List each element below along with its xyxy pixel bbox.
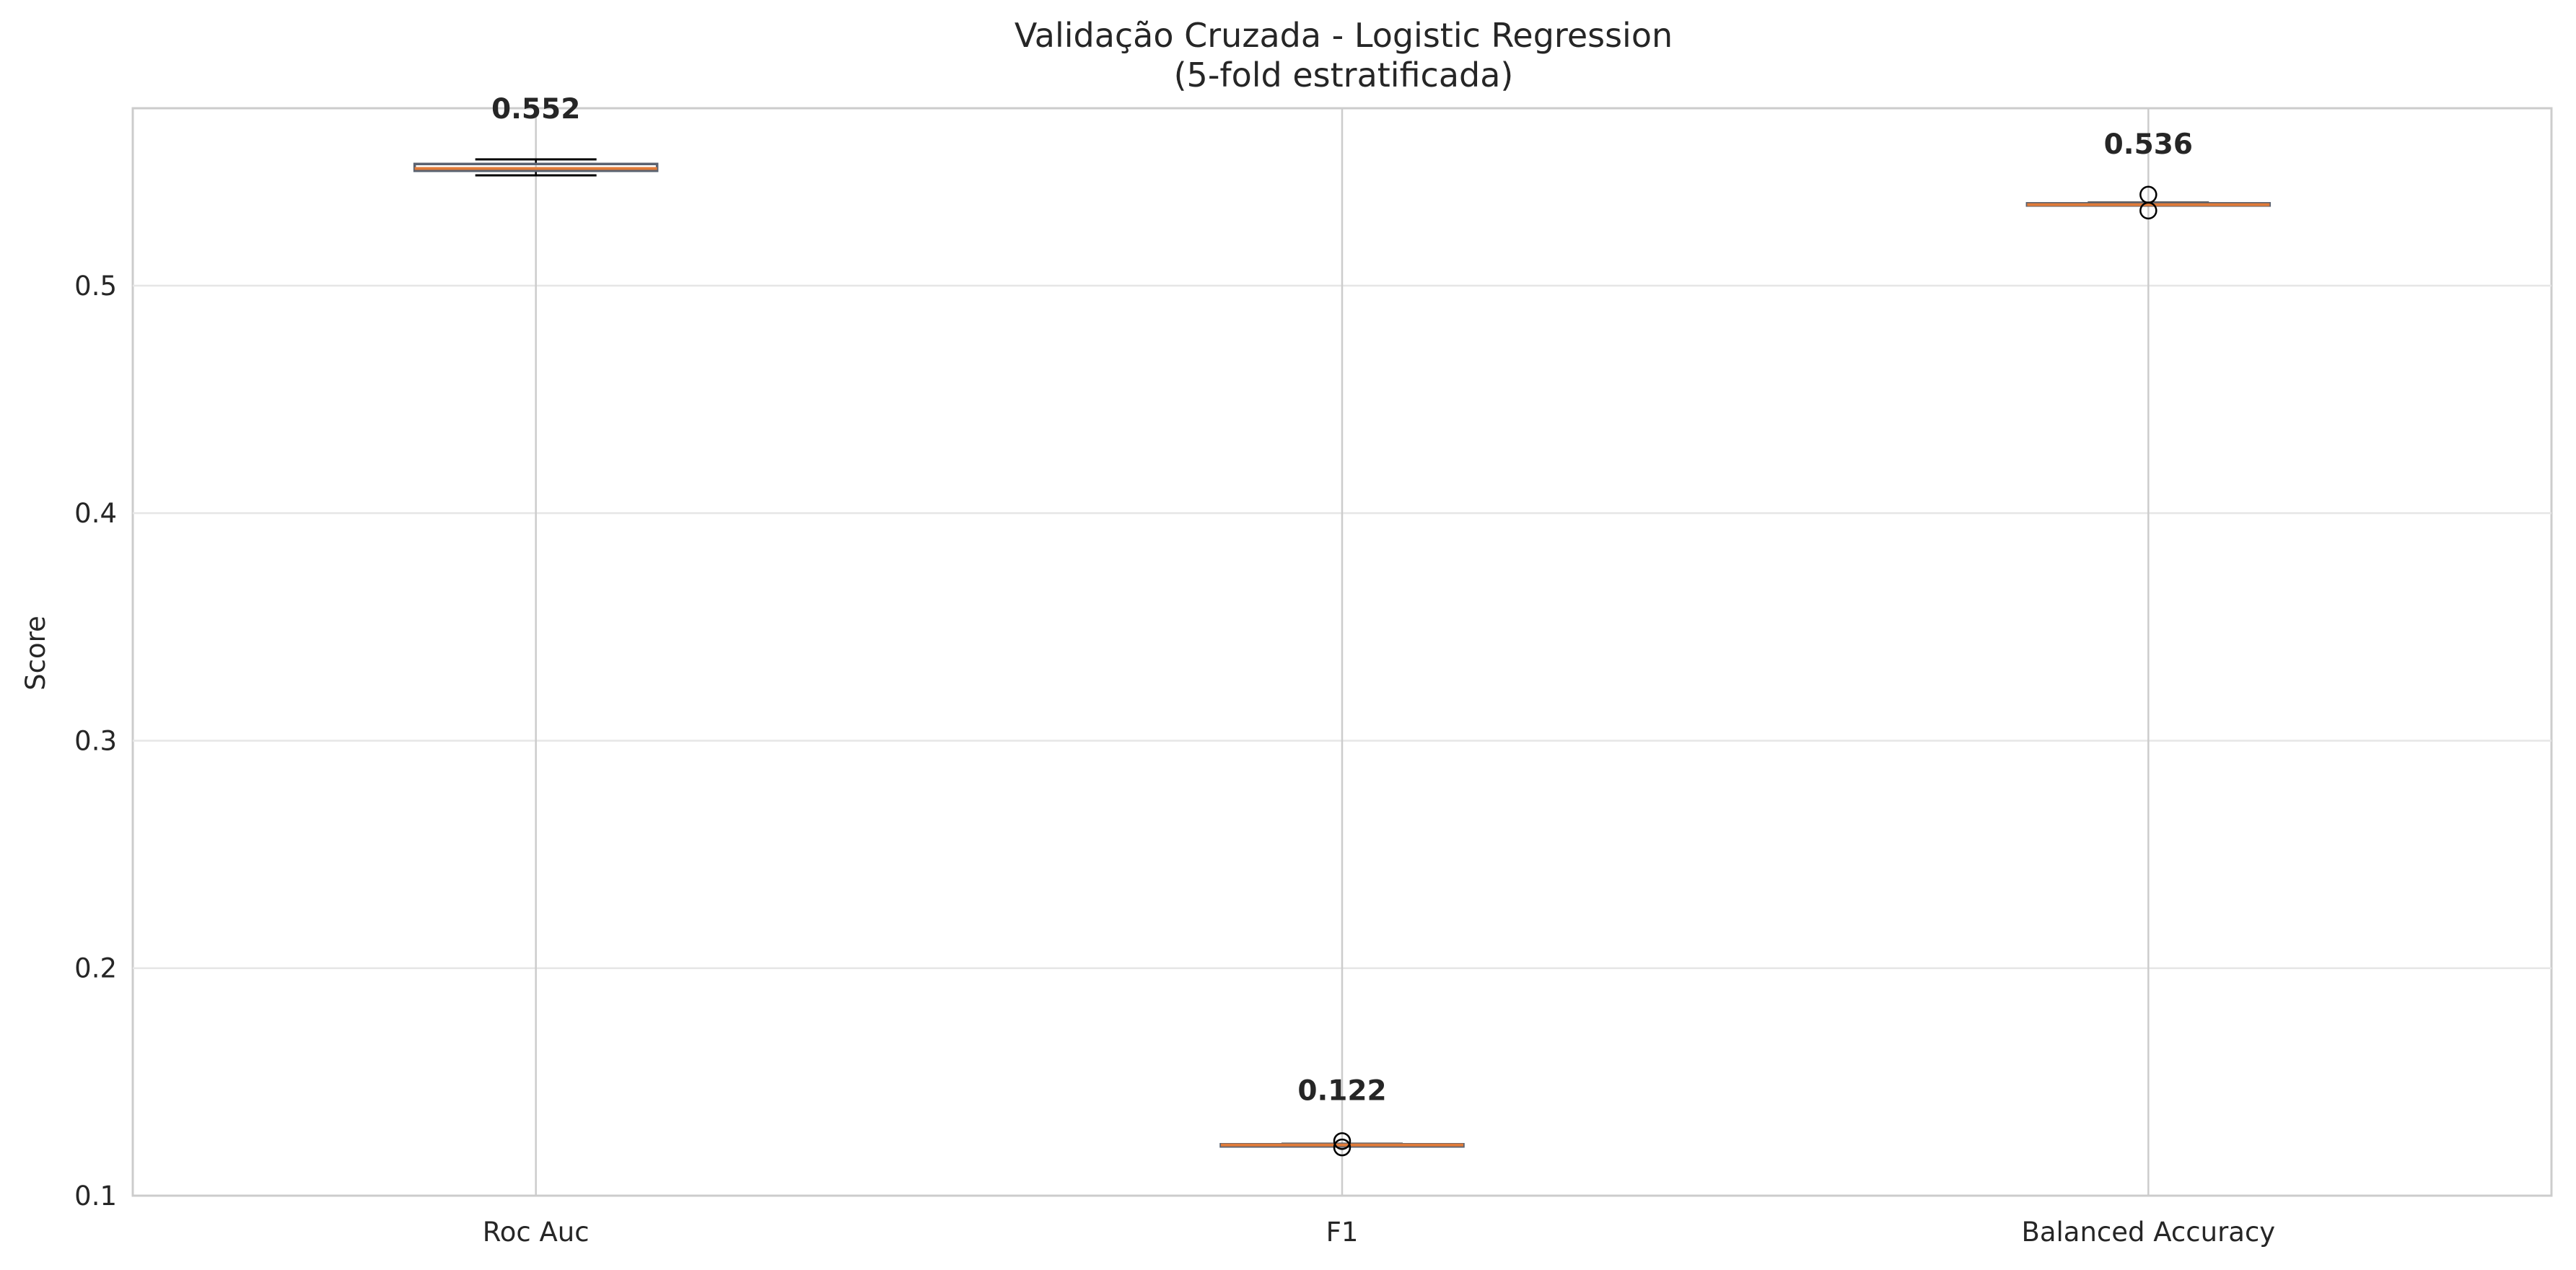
- y-tick-label: 0.4: [74, 498, 117, 529]
- box-group: 0.536: [2025, 128, 2271, 220]
- x-tick-label: Roc Auc: [483, 1217, 590, 1248]
- outlier-point: [2139, 185, 2157, 204]
- outlier-point: [1333, 1138, 1351, 1157]
- grid: [131, 107, 2553, 1197]
- chart-title: Validação Cruzada - Logistic Regression: [1015, 16, 1673, 55]
- box-group: 0.122: [1219, 1074, 1465, 1157]
- y-axis-label: Score: [20, 616, 51, 691]
- x-tick-label: F1: [1326, 1217, 1359, 1248]
- value-label: 0.552: [491, 93, 580, 126]
- value-label: 0.122: [1297, 1074, 1386, 1107]
- y-tick-label: 0.3: [74, 725, 117, 756]
- plot-area: 0.552 0.122 0.536: [413, 93, 2271, 1157]
- box-group: 0.552: [413, 93, 659, 177]
- y-tick-label: 0.5: [74, 271, 117, 302]
- y-tick-label: 0.2: [74, 953, 117, 984]
- x-tick-label: Balanced Accuracy: [2021, 1217, 2275, 1248]
- value-label: 0.536: [2104, 128, 2193, 161]
- y-tick-label: 0.1: [74, 1181, 117, 1212]
- outlier-point: [1333, 1132, 1351, 1150]
- tick-labels: 0.1 0.2 0.3 0.4 0.5 Roc Auc F1 Balanced Accurac…: [74, 271, 2275, 1248]
- chart-subtitle: (5-fold estratificada): [1174, 56, 1514, 95]
